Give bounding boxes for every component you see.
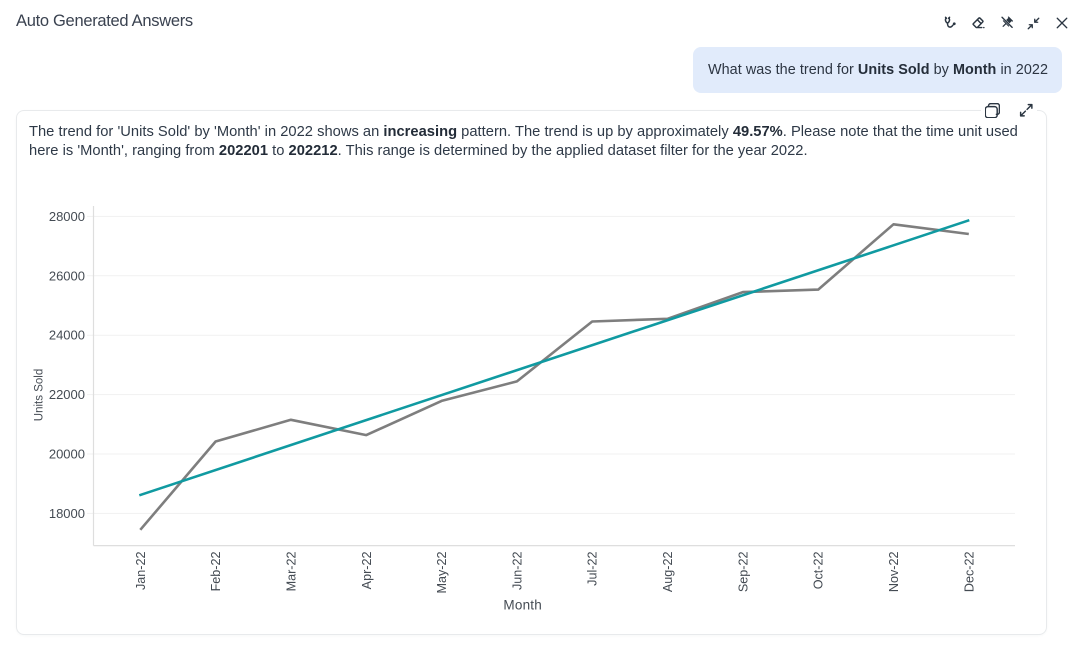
svg-text:Jan-22: Jan-22 — [134, 552, 148, 591]
svg-text:18000: 18000 — [49, 506, 85, 521]
svg-text:Sep-22: Sep-22 — [736, 552, 750, 593]
svg-text:26000: 26000 — [49, 268, 85, 283]
svg-text:Dec-22: Dec-22 — [962, 552, 976, 593]
svg-text:28000: 28000 — [49, 209, 85, 224]
svg-text:24000: 24000 — [49, 328, 85, 343]
svg-text:20000: 20000 — [49, 447, 85, 462]
svg-text:Nov-22: Nov-22 — [887, 552, 901, 593]
svg-text:May-22: May-22 — [435, 552, 449, 594]
svg-text:Aug-22: Aug-22 — [661, 552, 675, 593]
svg-text:22000: 22000 — [49, 387, 85, 402]
svg-text:Jul-22: Jul-22 — [586, 552, 600, 586]
svg-text:Month: Month — [503, 598, 542, 613]
svg-text:Jun-22: Jun-22 — [510, 552, 524, 591]
svg-text:Oct-22: Oct-22 — [812, 552, 826, 590]
svg-text:Mar-22: Mar-22 — [284, 552, 298, 592]
svg-text:Units Sold: Units Sold — [33, 369, 45, 421]
svg-text:Feb-22: Feb-22 — [209, 552, 223, 592]
svg-text:Apr-22: Apr-22 — [360, 552, 374, 590]
